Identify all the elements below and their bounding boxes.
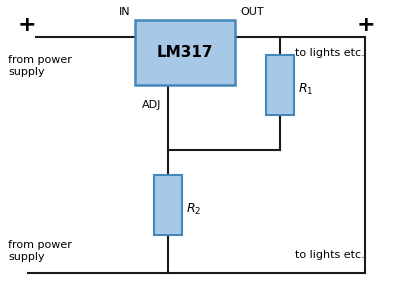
Text: IN: IN xyxy=(118,7,130,17)
Text: $R_2$: $R_2$ xyxy=(186,201,201,217)
Text: −: − xyxy=(20,287,33,288)
Text: from power
supply: from power supply xyxy=(8,55,72,77)
Text: from power
supply: from power supply xyxy=(8,240,72,262)
Text: LM317: LM317 xyxy=(157,45,213,60)
Text: OUT: OUT xyxy=(240,7,264,17)
Bar xyxy=(135,20,235,85)
Text: to lights etc.: to lights etc. xyxy=(295,48,365,58)
Text: −: − xyxy=(360,287,373,288)
Text: to lights etc.: to lights etc. xyxy=(295,250,365,260)
Text: +: + xyxy=(356,15,375,35)
Bar xyxy=(154,175,182,235)
Text: $R_1$: $R_1$ xyxy=(298,82,314,96)
Bar xyxy=(266,55,294,115)
Text: ADJ: ADJ xyxy=(142,100,161,110)
Text: +: + xyxy=(18,15,37,35)
